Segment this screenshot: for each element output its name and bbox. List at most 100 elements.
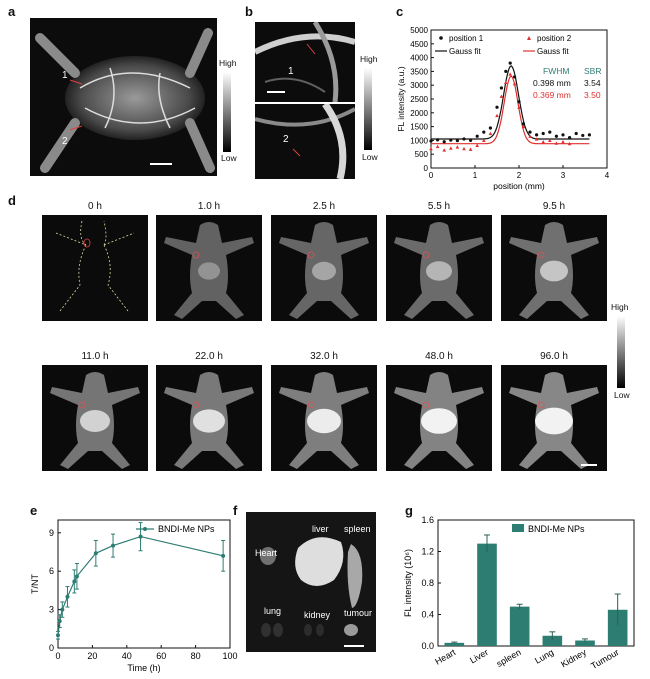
time-label: 1.0 h bbox=[197, 201, 221, 212]
data-point bbox=[93, 551, 98, 556]
y-tick-label: 5000 bbox=[410, 26, 428, 35]
x-tick-label: 0 bbox=[429, 171, 434, 180]
x-tick-label: 60 bbox=[156, 651, 166, 661]
data-point-position-1 bbox=[462, 137, 466, 141]
organ-label-tumour: tumour bbox=[344, 608, 373, 618]
y-tick-label: 0.8 bbox=[421, 578, 434, 588]
category-label: Heart bbox=[433, 647, 457, 667]
data-point bbox=[57, 619, 62, 624]
category-label: Liver bbox=[468, 647, 490, 665]
data-point-position-1 bbox=[513, 75, 517, 79]
data-point-position-2 bbox=[508, 72, 512, 76]
y-tick-label: 1.6 bbox=[421, 515, 434, 525]
y-tick-label: 4000 bbox=[410, 54, 428, 63]
data-point-position-1 bbox=[469, 138, 473, 142]
data-point-position-2 bbox=[517, 105, 521, 109]
panel-label-g: g bbox=[405, 503, 413, 518]
plot-frame bbox=[57, 519, 231, 649]
data-point-position-1 bbox=[442, 140, 446, 144]
data-point-position-2 bbox=[442, 148, 446, 152]
data-point-position-2 bbox=[534, 137, 539, 141]
data-point bbox=[65, 594, 70, 599]
y-tick-label: 500 bbox=[415, 150, 429, 159]
data-point-position-1 bbox=[554, 134, 558, 138]
x-tick-label: 4 bbox=[605, 171, 610, 180]
bar bbox=[477, 543, 497, 646]
colorbar-d-low: Low bbox=[614, 390, 630, 400]
mouse-image-tile bbox=[42, 365, 148, 471]
x-tick-label: 3 bbox=[561, 171, 566, 180]
annotation-header-sbr: SBR bbox=[584, 66, 601, 76]
gauss-fit-line bbox=[431, 65, 590, 140]
data-point bbox=[72, 579, 77, 584]
legend-marker-position-2 bbox=[527, 36, 531, 40]
x-tick-label: 20 bbox=[87, 651, 97, 661]
colorbar-d-high: High bbox=[611, 302, 629, 312]
y-tick-label: 0 bbox=[424, 164, 429, 173]
data-point-position-1 bbox=[521, 122, 525, 126]
chart-c-profile: 0 500 1000 1500 2000 2500 3000 3500 4000 4500 5000… bbox=[396, 26, 610, 191]
y-tick-label: 3000 bbox=[410, 81, 428, 90]
mouse-image-tile bbox=[42, 215, 148, 321]
mouse-image-tile bbox=[156, 365, 262, 471]
data-point-position-1 bbox=[504, 69, 508, 73]
data-point-position-1 bbox=[495, 105, 499, 109]
series-line bbox=[57, 535, 224, 636]
zoomed-vessel-image-2: 2 bbox=[255, 104, 355, 179]
x-tick-label: 40 bbox=[122, 651, 132, 661]
data-point-position-1 bbox=[568, 136, 572, 140]
data-point-position-1 bbox=[574, 131, 578, 136]
data-point-position-1 bbox=[482, 130, 486, 134]
mouse-image-tile bbox=[156, 215, 262, 321]
y-axis-label: FL intensity (a.u.) bbox=[396, 66, 406, 132]
y-tick-label: 0.0 bbox=[421, 641, 434, 651]
data-point bbox=[74, 574, 79, 579]
chart-e-tnt: 0 3 6 9 0 20 40 60 80 100 Time (h) T/NT BNDI-Me NPs bbox=[30, 519, 238, 673]
time-label: 22.0 h bbox=[195, 351, 223, 362]
data-point-position-2 bbox=[541, 139, 545, 144]
gauss-fit-line bbox=[431, 75, 590, 145]
organ-label-heart: Heart bbox=[255, 548, 278, 558]
data-point-position-2 bbox=[475, 143, 479, 147]
x-axis-label: Time (h) bbox=[127, 663, 160, 673]
mouse-vasculature-image: 1 2 bbox=[30, 18, 217, 176]
marker-b2: 2 bbox=[283, 134, 289, 145]
data-point bbox=[221, 553, 226, 558]
data-point-position-2 bbox=[567, 141, 572, 146]
time-label: 48.0 h bbox=[425, 351, 453, 362]
marker-b1: 1 bbox=[288, 66, 294, 77]
plot-frame bbox=[437, 519, 635, 647]
colorbar-b bbox=[364, 68, 372, 150]
bar bbox=[542, 635, 563, 646]
organ-label-lung: lung bbox=[264, 606, 282, 616]
data-point-position-2 bbox=[468, 147, 473, 151]
legend-position-2: position 2 bbox=[537, 34, 572, 43]
legend-label: BNDI-Me NPs bbox=[158, 524, 215, 534]
mouse-image-tile bbox=[271, 365, 377, 471]
colorbar-b-low: Low bbox=[362, 152, 378, 162]
data-point-position-2 bbox=[488, 131, 493, 136]
category-label: Tumour bbox=[589, 647, 621, 671]
organ-label-kidney: kidney bbox=[304, 610, 331, 620]
y-axis-label: FL intensity (10⁶) bbox=[403, 549, 413, 617]
data-point bbox=[138, 534, 143, 539]
bar bbox=[575, 640, 595, 646]
data-point-position-2 bbox=[504, 80, 508, 85]
y-tick-label: 1.2 bbox=[421, 547, 434, 557]
time-label: 9.5 h bbox=[542, 201, 566, 212]
data-point-position-1 bbox=[455, 139, 459, 143]
legend-gauss-fit-1: Gauss fit bbox=[449, 47, 481, 56]
data-point-position-1 bbox=[488, 126, 492, 130]
y-tick-label: 0.4 bbox=[421, 610, 434, 620]
data-point-position-2 bbox=[521, 124, 526, 129]
x-tick-label: 0 bbox=[55, 651, 60, 661]
panel-label-e: e bbox=[30, 503, 38, 518]
time-label: 11.0 h bbox=[81, 351, 109, 362]
data-point-position-2 bbox=[512, 82, 517, 86]
bar bbox=[607, 609, 628, 646]
time-label: 32.0 h bbox=[310, 351, 338, 362]
x-axis-label: position (mm) bbox=[493, 181, 545, 191]
data-point-position-2 bbox=[548, 138, 552, 142]
data-point-position-2 bbox=[561, 139, 565, 144]
data-point-position-1 bbox=[535, 133, 539, 137]
